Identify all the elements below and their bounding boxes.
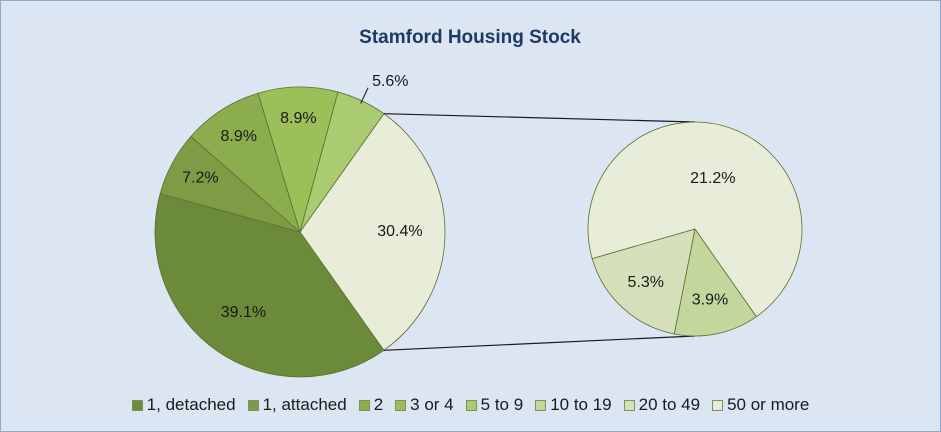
legend-item: 10 to 19: [535, 395, 612, 415]
legend-label: 10 to 19: [550, 395, 612, 414]
data-label: 5.3%: [628, 274, 664, 291]
legend-item: 3 or 4: [395, 395, 454, 415]
legend-swatch: [623, 399, 635, 411]
legend: 1, detached 1, attached 2 3 or 4 5 to 9 10 to…: [0, 395, 941, 415]
pie-slice: [299, 113, 446, 351]
legend-label: 3 or 4: [410, 395, 454, 414]
legend-label: 2: [373, 395, 384, 414]
data-label: 21.2%: [690, 170, 735, 187]
legend-item: 5 to 9: [465, 395, 524, 415]
legend-label: 5 to 9: [480, 395, 524, 414]
leader-line: [360, 87, 369, 104]
legend-label: 20 to 49: [638, 395, 701, 414]
legend-swatch: [358, 399, 370, 411]
data-label: 7.2%: [182, 170, 218, 187]
connector-line: [383, 335, 696, 351]
legend-item: 1, detached: [131, 395, 236, 415]
data-label: 8.9%: [280, 110, 316, 127]
data-label: 3.9%: [692, 291, 728, 308]
legend-item: 2: [358, 395, 384, 415]
pie-slice: [257, 86, 339, 234]
legend-swatch: [712, 399, 724, 411]
chart-title: Stamford Housing Stock: [359, 27, 581, 48]
data-label: 8.9%: [220, 128, 256, 145]
connector-line: [383, 113, 696, 123]
legend-swatch: [535, 399, 547, 411]
data-label: 30.4%: [377, 223, 422, 240]
legend-swatch: [131, 399, 143, 411]
pie-slice: [154, 193, 385, 378]
legend-item: 50 or more: [712, 395, 809, 415]
pie-slice: [591, 228, 696, 335]
data-label: 5.6%: [372, 73, 408, 90]
data-label: 39.1%: [221, 304, 266, 321]
pie-slice: [673, 228, 757, 337]
legend-item: 20 to 49: [623, 395, 701, 415]
legend-label: 50 or more: [727, 395, 810, 414]
legend-label: 1, attached: [262, 395, 347, 414]
legend-swatch: [395, 399, 407, 411]
pie-slice: [587, 121, 803, 318]
legend-label: 1, detached: [146, 395, 236, 414]
pie-slice: [190, 92, 301, 234]
legend-swatch: [247, 399, 259, 411]
legend-swatch: [465, 399, 477, 411]
legend-item: 1, attached: [247, 395, 347, 415]
